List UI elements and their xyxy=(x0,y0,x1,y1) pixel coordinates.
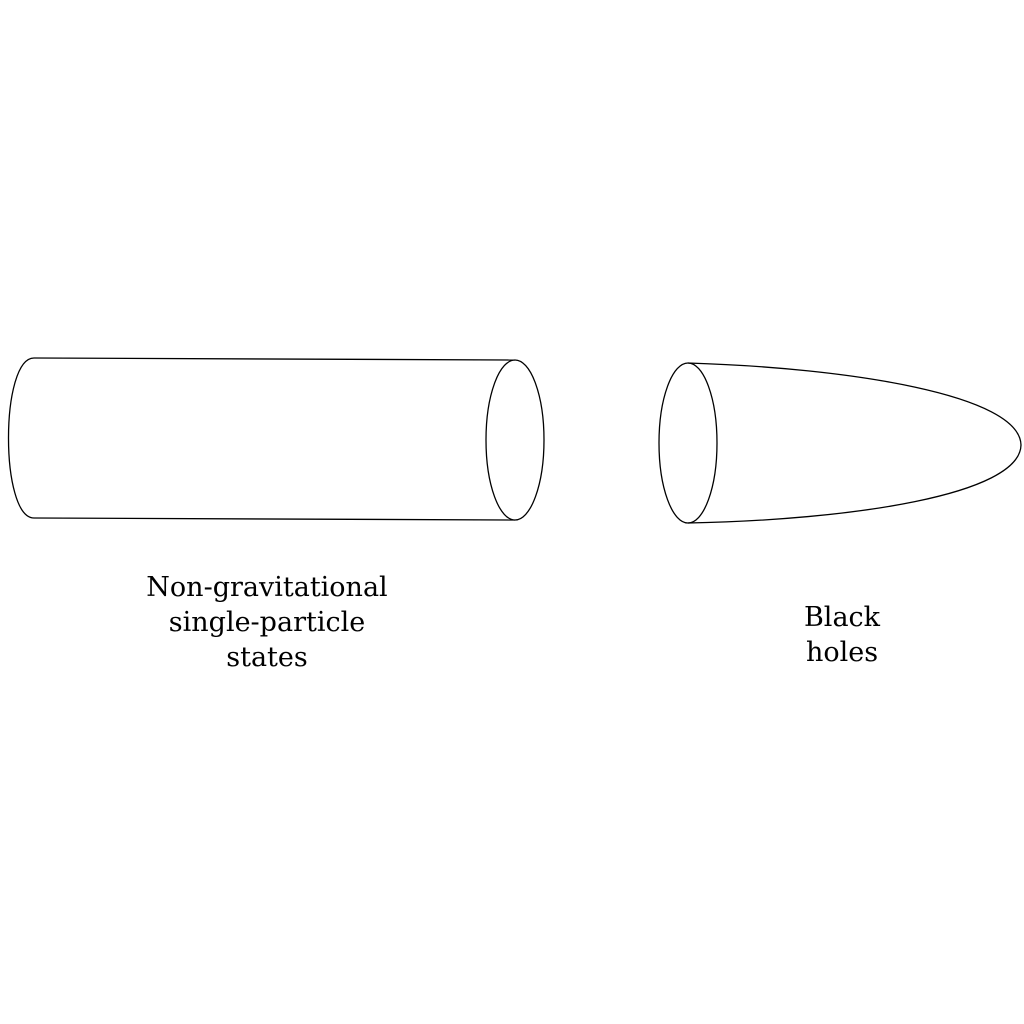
cap-shape xyxy=(658,362,1022,524)
cylinder-right-ellipse xyxy=(485,359,545,521)
label-right-line-1: Black xyxy=(803,602,881,633)
label-left-line-1: Non-gravitational xyxy=(146,572,388,603)
label-right-line-2: holes xyxy=(805,637,879,668)
cylinder-left-cap xyxy=(7,357,35,519)
label-left-line-2: single-particle xyxy=(168,607,366,638)
cylinder-top-edge xyxy=(33,357,516,361)
cap-curve-bottom xyxy=(687,444,1022,524)
label-left-line-3: states xyxy=(226,642,308,673)
label-non-gravitational-states: Non-gravitational single-particle states xyxy=(117,570,417,675)
cylinder-shape xyxy=(7,357,545,521)
cylinder-bottom-edge xyxy=(33,517,516,521)
label-black-holes: Black holes xyxy=(742,600,942,670)
cap-left-ellipse xyxy=(658,362,718,524)
cap-curve-top xyxy=(687,362,1022,446)
